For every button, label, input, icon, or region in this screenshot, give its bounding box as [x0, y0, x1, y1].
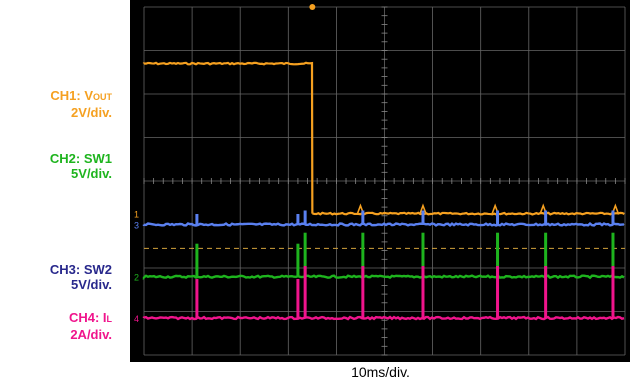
ch3-name: CH3: SW2 — [49, 262, 112, 277]
ch3-marker: 3 — [134, 221, 139, 231]
ch1-name: CH1: V — [50, 88, 93, 103]
ch4-pulse — [496, 266, 500, 319]
ch3-pulse — [361, 210, 365, 225]
ch4-name: CH4: I — [68, 310, 107, 325]
trigger-marker — [309, 4, 316, 10]
ch3-pulse — [496, 210, 500, 225]
ch2-pulse — [544, 232, 548, 277]
ch1-marker: 1 — [134, 210, 139, 220]
ch3-pulse — [544, 210, 548, 225]
ch1-scale: 2V/div. — [71, 105, 112, 120]
ch4-scale: 2A/div. — [70, 327, 112, 342]
ch2-trace — [142, 274, 625, 280]
ch3-pulse — [611, 210, 615, 225]
ch3-trace — [142, 221, 625, 228]
ch4-pulse — [421, 266, 425, 319]
ch2-label: CH2: SW1 5V/div. — [50, 151, 112, 181]
x-axis-label: 10ms/div. — [351, 364, 410, 380]
ch3-label: CH3: SW2 5V/div. — [50, 262, 112, 292]
ch2-pulse — [421, 232, 425, 277]
ch4-pulse — [361, 266, 365, 319]
ch4-pulse — [296, 279, 300, 319]
ch1-spike — [419, 203, 427, 214]
ch4-pulse — [611, 266, 615, 319]
ch1-subscript: OUT — [93, 92, 112, 102]
ch3-pulse — [296, 214, 300, 225]
ch4-marker: 4 — [134, 314, 139, 324]
ch2-pulse — [361, 232, 365, 277]
ch2-marker: 2 — [134, 273, 139, 283]
ch2-name: CH2: SW1 — [49, 151, 112, 166]
ch4-label: CH4: IL 2A/div. — [69, 310, 112, 342]
ch2-pulse — [496, 232, 500, 277]
ch4-trace — [142, 315, 625, 321]
ch1-trace — [142, 61, 625, 216]
ch3-pulse — [421, 210, 425, 225]
ch4-pulse — [544, 266, 548, 319]
ch3-scale: 5V/div. — [71, 277, 112, 292]
ch4-pulse — [303, 266, 307, 319]
ch1-label: CH1: VOUT 2V/div. — [50, 88, 112, 120]
ch4-pulse — [195, 279, 199, 319]
ch2-pulse — [195, 243, 199, 277]
traces: 1 2 3 4 — [134, 4, 625, 324]
ch2-pulse — [303, 232, 307, 277]
ch4-subscript: L — [106, 314, 113, 324]
oscilloscope-display: 1 2 3 4 — [130, 0, 630, 362]
ch3-pulse — [303, 210, 307, 225]
ch3-pulse — [195, 214, 199, 225]
ch2-pulse — [296, 243, 300, 277]
ch2-pulse — [611, 232, 615, 277]
ch2-scale: 5V/div. — [71, 166, 112, 181]
